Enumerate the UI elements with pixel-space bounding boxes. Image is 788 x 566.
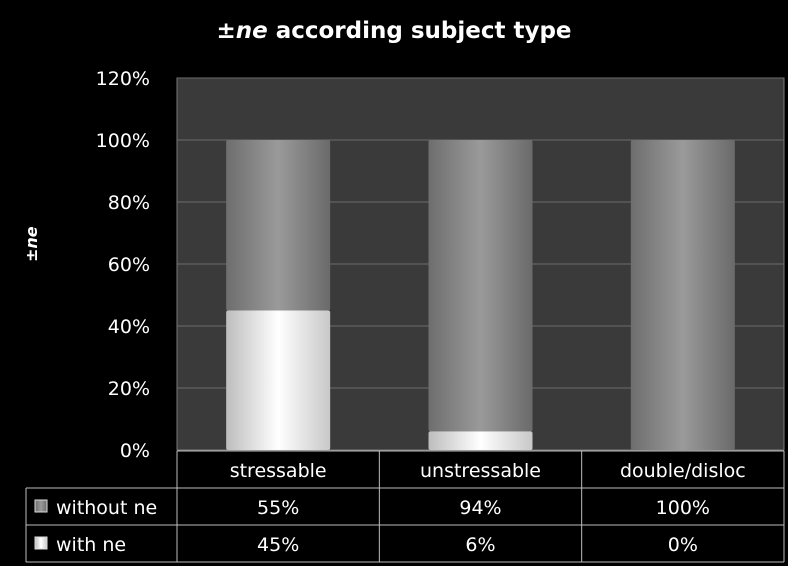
title-rest: according subject type [267,18,572,44]
bar-without-ne [428,140,533,432]
legend-label: with ne [56,534,126,556]
y-tick-label: 20% [108,378,150,400]
y-tick-label: 60% [108,254,150,276]
title-prefix: ± [216,18,236,44]
y-tick-label: 120% [96,68,150,90]
legend-swatch [34,499,48,513]
table-value: 55% [257,497,299,519]
bar-without-ne [226,140,331,311]
title-italic: ne [235,18,268,44]
bar-with-ne [428,431,533,450]
table-value: 100% [656,497,710,519]
plot-layer: 0% 20% 40% 60% 80% 100% 120% [96,68,785,462]
bar-with-ne [226,310,331,450]
y-tick-label: 80% [108,192,150,214]
legend-swatch [34,536,48,550]
x-tick-label: unstressable [420,460,541,482]
x-tick-label: double/disloc [620,460,746,482]
y-tick-label: 100% [96,130,150,152]
data-table: stressable unstressable double/disloc witho… [25,450,785,563]
y-tick-label: 0% [120,440,150,462]
table-value: 0% [668,534,698,556]
x-tick-label: stressable [230,460,327,482]
y-tick-label: 40% [108,316,150,338]
bar-without-ne [630,140,735,450]
table-value: 6% [465,534,495,556]
table-value: 94% [459,497,501,519]
legend-label: without ne [56,497,157,519]
chart-title: ±ne according subject type [0,18,788,44]
table-value: 45% [257,534,299,556]
